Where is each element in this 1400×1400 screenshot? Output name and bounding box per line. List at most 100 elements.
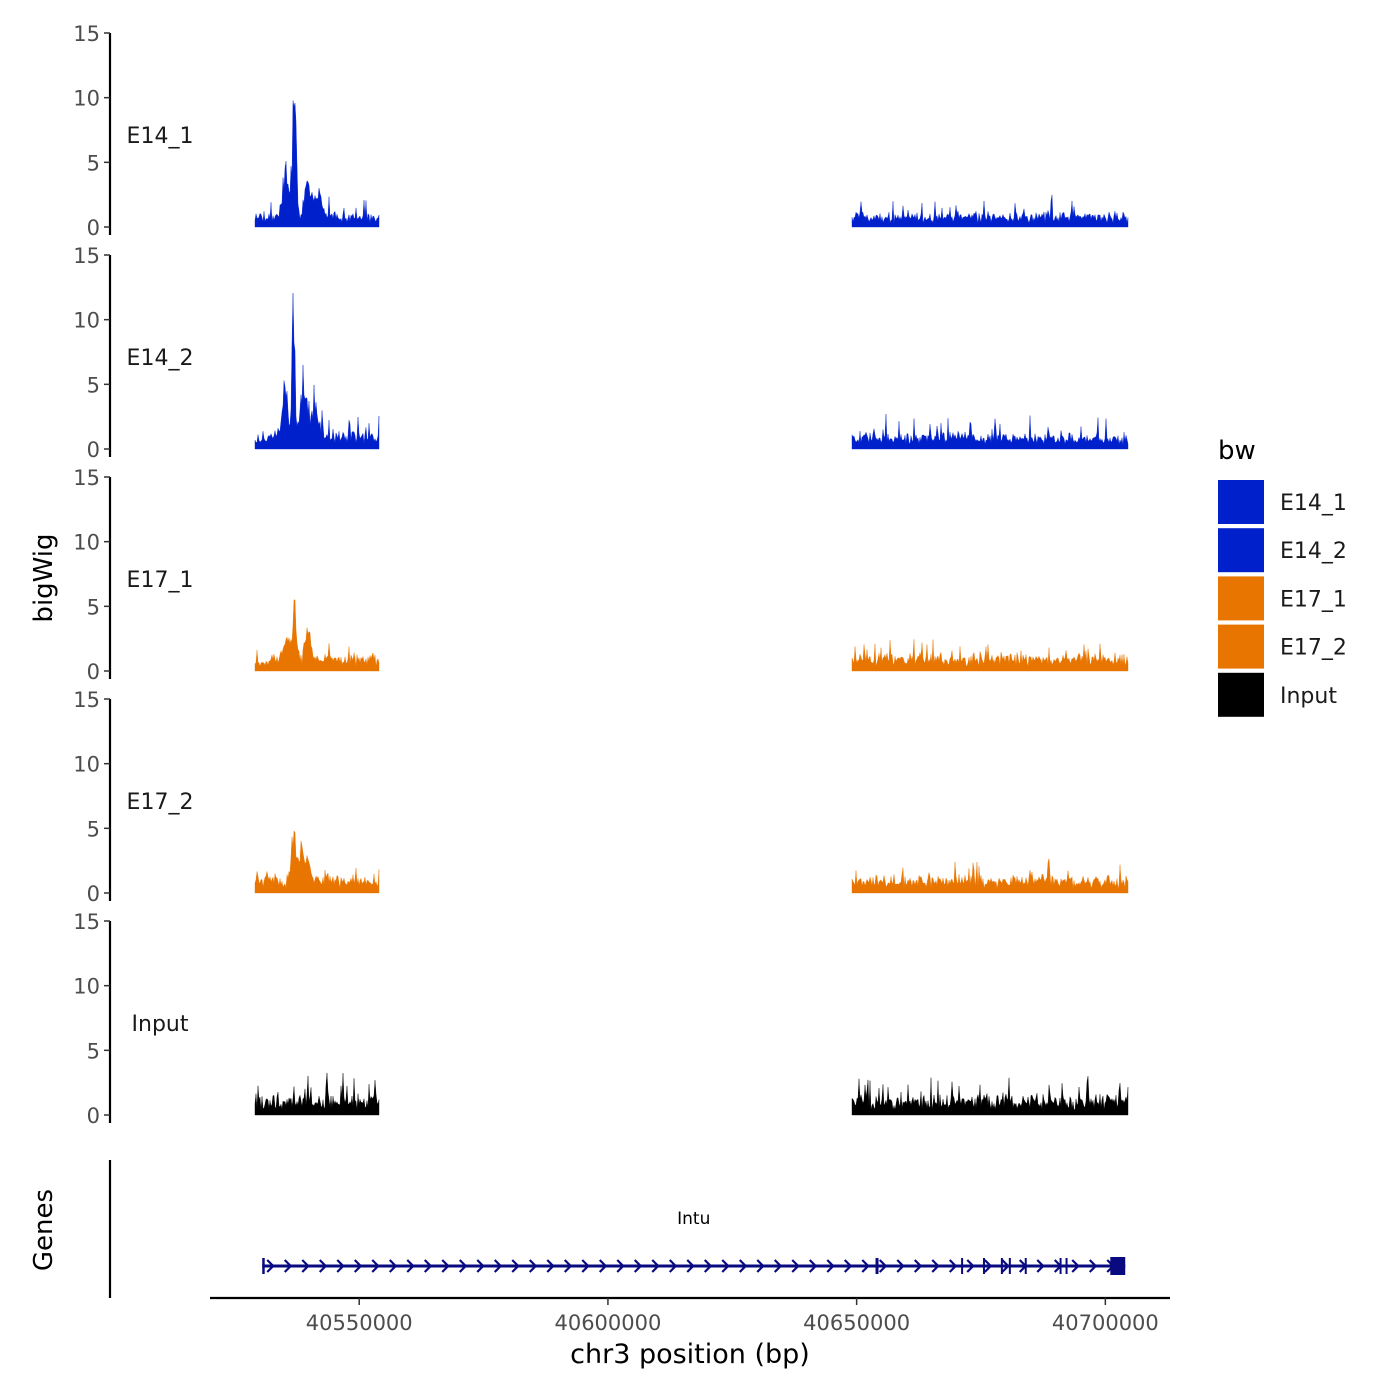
gene-exon [875,1258,879,1274]
y-tick-label: 5 [87,151,100,175]
coverage-area-e17-1 [851,639,1129,672]
strand-arrow [651,1259,660,1273]
strand-arrow [423,1259,433,1273]
gene-exon [961,1258,964,1274]
gene-exon [1059,1258,1062,1274]
genes-track: Intu [108,1160,1126,1298]
track-label: E17_1 [127,568,194,593]
track-input: 0 5 10 15 Input [73,910,1129,1128]
strand-arrow [896,1259,905,1273]
legend-title: bw [1218,436,1256,466]
strand-arrow [616,1259,625,1273]
gene-exon [1000,1258,1003,1274]
strand-arrow [878,1259,888,1273]
coverage-area-e17-2 [851,858,1129,894]
x-tick-label: 40550000 [306,1311,413,1335]
legend-swatch-input [1218,672,1264,717]
strand-arrow [931,1259,940,1273]
strand-arrow [791,1259,800,1273]
strand-arrow [773,1259,783,1273]
y-tick-label: 10 [73,309,100,333]
strand-arrow [633,1259,643,1273]
y-tick-label: 10 [73,87,100,111]
y-tick-label: 10 [73,753,100,777]
coverage-area-e14-2 [254,293,380,450]
strand-arrow [983,1259,993,1273]
coverage-area-e14-2 [851,414,1129,450]
track-e17-2: 0 5 10 15 E17_2 [73,688,1129,906]
strand-arrow [353,1259,363,1273]
coverage-area-input [254,1072,380,1116]
strand-arrow [843,1259,853,1273]
y-tick-label: 0 [87,660,100,684]
gene-exon [982,1258,985,1274]
y-tick-label: 15 [73,466,100,490]
legend-swatch-e14-2 [1218,528,1264,573]
y-tick-label: 0 [87,1104,100,1128]
legend-swatch-e17-1 [1218,576,1264,621]
strand-arrow [301,1259,310,1273]
strand-arrow [1001,1259,1010,1273]
gene-name-label: Intu [677,1209,710,1229]
strand-arrow [1036,1259,1045,1273]
strand-arrow [336,1259,345,1273]
strand-arrow [283,1259,293,1273]
strand-arrow [826,1259,835,1273]
track-label: Input [132,1012,189,1037]
strand-arrow [266,1259,275,1273]
strand-arrow [476,1259,485,1273]
strand-arrow [756,1259,765,1273]
x-tick-label: 40600000 [554,1311,661,1335]
legend-swatch-e14-1 [1218,480,1264,524]
y-tick-label: 5 [87,1039,100,1063]
y-tick-label: 5 [87,817,100,841]
y-tick-label: 0 [87,438,100,462]
strand-arrow [371,1259,380,1273]
strand-arrow [511,1259,520,1273]
strand-arrow [668,1259,678,1273]
x-tick-label: 40700000 [1052,1311,1159,1335]
strand-arrow [808,1259,818,1273]
gene-exon [1110,1257,1126,1275]
gene-exon [1008,1258,1011,1274]
strand-arrow [948,1259,958,1273]
strand-arrow [1088,1259,1098,1273]
legend: bw E14_1 E14_2 E17_1 E17_2 Input [1218,436,1347,717]
coverage-area-input [851,1076,1129,1116]
gene-exon [1065,1258,1068,1274]
y-tick-label: 15 [73,688,100,712]
coverage-area-e17-1 [254,599,380,672]
y-tick-label: 15 [73,244,100,268]
coverage-area-e14-1 [254,100,380,228]
gene-exon [1024,1258,1027,1274]
strand-arrow [861,1259,870,1273]
y-axis-title: bigWig [29,533,59,622]
x-tick-label: 40650000 [803,1311,910,1335]
strand-arrow [546,1259,555,1273]
y-tick-label: 15 [73,22,100,46]
strand-arrow [1071,1259,1080,1273]
strand-arrow [581,1259,590,1273]
strand-arrow [703,1259,713,1273]
y-tick-label: 0 [87,882,100,906]
strand-arrow [441,1259,450,1273]
coverage-area-e14-1 [851,194,1129,228]
legend-label: Input [1280,684,1337,709]
legend-label: E14_1 [1280,491,1347,516]
legend-swatch-e17-2 [1218,624,1264,669]
x-axis-title: chr3 position (bp) [570,1339,810,1370]
strand-arrow [458,1259,468,1273]
strand-arrow [686,1259,695,1273]
track-e14-1: 0 5 10 15 E14_1 [73,22,1129,240]
y-tick-label: 10 [73,531,100,555]
strand-arrow [528,1259,538,1273]
strand-arrow [406,1259,415,1273]
track-label: E14_1 [127,124,194,149]
strand-arrow [966,1259,975,1273]
y-tick-label: 10 [73,975,100,999]
track-label: E17_2 [127,790,194,815]
track-label: E14_2 [127,346,194,371]
strand-arrow [913,1259,923,1273]
x-axis: 40550000 40600000 40650000 40700000 [210,1296,1170,1335]
